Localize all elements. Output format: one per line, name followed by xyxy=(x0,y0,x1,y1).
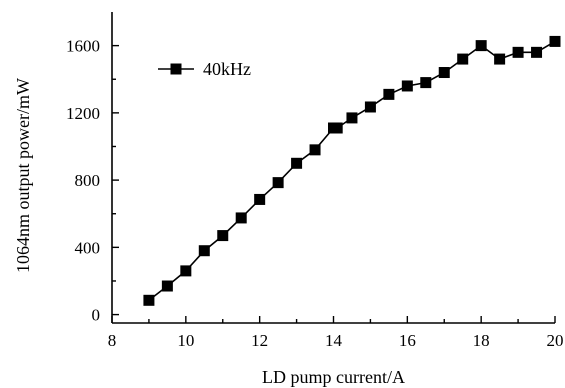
x-tick-label-10: 10 xyxy=(177,331,194,350)
y-tick-label-1600: 1600 xyxy=(66,37,100,56)
data-point-16.5 xyxy=(420,77,432,89)
data-point-17 xyxy=(438,67,450,79)
y-tick-label-0: 0 xyxy=(92,306,101,325)
data-point-13.5 xyxy=(309,144,321,156)
data-point-19.5 xyxy=(531,46,543,58)
data-point-14.1 xyxy=(331,122,343,134)
data-point-10.5 xyxy=(198,245,210,257)
data-point-15 xyxy=(364,101,376,113)
data-point-17.5 xyxy=(457,53,469,65)
y-tick-label-1200: 1200 xyxy=(66,104,100,123)
x-axis-title: LD pump current/A xyxy=(262,367,405,387)
data-point-9.5 xyxy=(161,280,173,292)
data-point-14.5 xyxy=(346,112,358,124)
legend-label-40khz: 40kHz xyxy=(203,59,251,79)
x-tick-label-16: 16 xyxy=(399,331,416,350)
data-point-12.5 xyxy=(272,177,284,189)
data-point-13 xyxy=(291,157,303,169)
x-tick-label-18: 18 xyxy=(473,331,490,350)
data-point-10 xyxy=(180,265,192,277)
data-point-9 xyxy=(143,294,155,306)
plot-area xyxy=(143,35,561,306)
data-point-19 xyxy=(512,46,524,58)
legend: 40kHz xyxy=(158,59,251,79)
y-tick-label-400: 400 xyxy=(75,238,101,257)
x-tick-label-12: 12 xyxy=(251,331,268,350)
legend-marker-swatch xyxy=(170,63,182,75)
data-point-15.5 xyxy=(383,88,395,100)
data-point-11.5 xyxy=(235,212,247,224)
data-point-12 xyxy=(254,193,266,205)
series-line-0 xyxy=(148,40,556,301)
data-point-11 xyxy=(217,230,229,242)
y-axis-ticks: 0 400 800 1200 1600 xyxy=(66,37,119,325)
x-tick-label-20: 20 xyxy=(547,331,564,350)
y-axis-title: 1064nm output power/mW xyxy=(13,78,33,273)
x-axis-ticks: 8 10 12 14 16 18 20 xyxy=(108,316,564,350)
data-point-18.5 xyxy=(494,53,506,65)
x-tick-label-14: 14 xyxy=(325,331,343,350)
data-point-18 xyxy=(475,40,487,52)
x-tick-label-8: 8 xyxy=(108,331,117,350)
y-tick-label-800: 800 xyxy=(75,171,101,190)
data-point-20 xyxy=(549,35,561,47)
data-point-16 xyxy=(401,80,413,92)
